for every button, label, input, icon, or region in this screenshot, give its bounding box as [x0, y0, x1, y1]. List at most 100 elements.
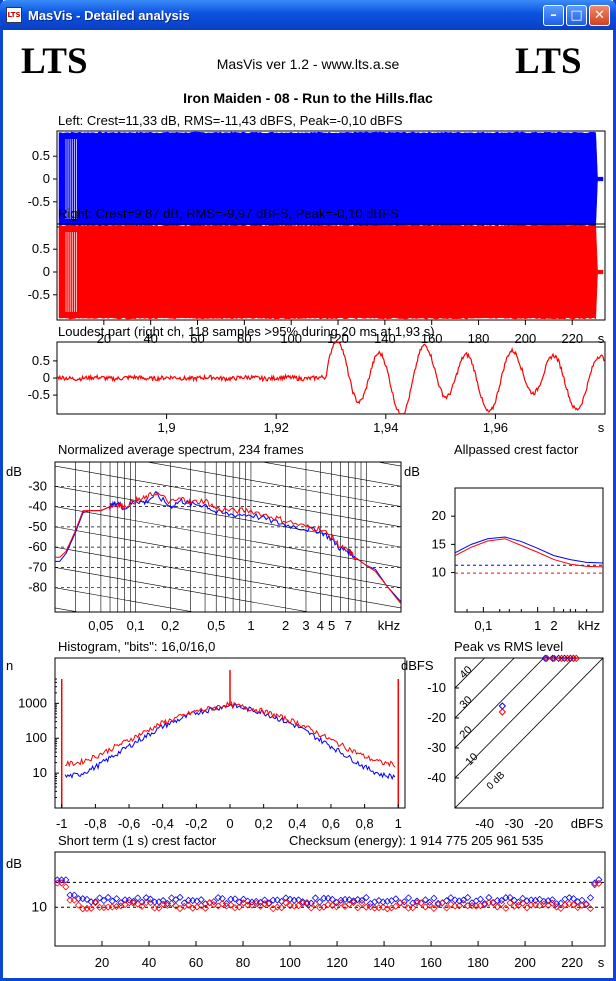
spectrum-ytick-5: -80: [28, 580, 47, 595]
crest-point-0-514: [172, 896, 180, 904]
left-ytick-2: -0.5: [28, 194, 50, 209]
track-title: Iron Maiden - 08 - Run to the Hills.flac: [183, 90, 433, 106]
crest-point-1-802: [239, 899, 248, 907]
crest-point-1-1000: [286, 902, 294, 910]
crest-point-1-730: [223, 902, 231, 910]
crest-point-1-1396: [379, 903, 387, 911]
crest-point-1-1666: [443, 904, 451, 912]
crest-point-1-2170: [561, 901, 569, 909]
spectrum-xtick-4: 1: [247, 618, 254, 633]
crest-point-0-2026: [527, 896, 535, 904]
histogram-xtick-9: 0,8: [356, 816, 374, 831]
crest-point-1-1288: [354, 904, 362, 912]
crest-point-0-208: [100, 896, 108, 905]
crest-point-0-2314: [595, 876, 603, 884]
checksum-text: Checksum (energy): 1 914 775 205 961 535: [289, 833, 543, 848]
crest-point-0-1486: [400, 898, 408, 906]
spectrum-slope-8: [55, 526, 401, 588]
right-xtick-10: 220: [561, 331, 583, 346]
crest-title: Short term (1 s) crest factor: [58, 833, 217, 848]
crest-point-0-1378: [375, 897, 383, 905]
close-button[interactable]: ✕: [589, 5, 610, 26]
title-bar[interactable]: LTS MasVis - Detailed analysis – □ ✕: [0, 0, 616, 30]
spectrum-slope-12: [145, 462, 401, 507]
crest-point-0-226: [104, 893, 112, 902]
allpassed-ytick-0: 20: [432, 508, 446, 523]
crest-point-1-154: [87, 904, 95, 912]
peakrms-point-1-6: [498, 708, 507, 716]
crest-point-1-748: [227, 901, 235, 909]
crest-point-0-2116: [548, 896, 556, 904]
peakrms-diagonals: [455, 658, 603, 808]
peakrms-diag-label-0: 40: [458, 664, 475, 681]
crest-point-0-1828: [481, 900, 489, 908]
peakrms-point-0-3: [560, 654, 569, 663]
histogram-series-0: [64, 702, 396, 781]
loudest-ytick-2: -0.5: [28, 387, 50, 402]
spectrum-sloped-grid: [55, 462, 401, 750]
crest-point-1-1108: [311, 900, 319, 908]
peakrms-ytick-1: -20: [427, 710, 446, 725]
crest-point-0-1666: [443, 897, 451, 905]
crest-point-0-766: [231, 895, 239, 903]
right-xunit: s: [598, 331, 605, 346]
histogram-xtick-8: 0,6: [322, 816, 340, 831]
spectrum-slope-5: [55, 587, 196, 612]
histogram-xtick-3: -0,4: [151, 816, 173, 831]
allpassed-frame: [454, 487, 604, 613]
maximize-button[interactable]: □: [566, 5, 587, 26]
crest-point-0-46: [62, 876, 70, 884]
crest-point-1-2260: [582, 901, 590, 909]
crest-point-0-1846: [485, 894, 493, 902]
histogram-ytick-2: 10: [33, 765, 47, 780]
allpassed-series-0: [454, 536, 604, 564]
crest-point-0-406: [146, 895, 154, 903]
crest-point-1-1036: [294, 902, 303, 910]
peakrms-diag-label-3: 10: [463, 751, 480, 768]
crest-point-1-1810: [476, 902, 484, 910]
spectrum-xtick-2: 0,2: [161, 618, 179, 633]
spectrum-xtick-6: 3: [302, 618, 309, 633]
right-xtick-8: 180: [468, 331, 490, 346]
crest-point-1-1144: [320, 903, 328, 911]
crest-point-1-2314: [595, 879, 603, 887]
crest-point-1-676: [210, 900, 218, 909]
crest-point-1-1936: [506, 899, 514, 907]
peakrms-point-1-1: [550, 654, 558, 663]
allpassed-ytick-1: 15: [432, 536, 446, 551]
crest-xtick-5: 120: [326, 955, 348, 970]
spectrum-xlabel: kHz: [378, 618, 400, 633]
crest-xtick-6: 140: [373, 955, 395, 970]
histogram-xtick-7: 0,4: [288, 816, 306, 831]
peakrms-xlabel: dBFS: [571, 816, 604, 831]
crest-point-1-1162: [324, 901, 332, 909]
crest-point-0-388: [142, 894, 150, 902]
allpassed-ylabel: dB: [404, 464, 420, 479]
crest-point-1-910: [265, 900, 273, 908]
spectrum-ylabel: dB: [6, 464, 22, 479]
minimize-button[interactable]: –: [543, 5, 564, 26]
histogram-ytick-0: 1000: [18, 695, 47, 710]
crest-point-0-2098: [544, 897, 552, 905]
logo-right: LTS: [515, 41, 582, 82]
window-title: MasVis - Detailed analysis: [28, 8, 190, 23]
crest-point-0-1054: [299, 898, 307, 906]
spectrum-slope-0: [55, 689, 401, 750]
crest-point-0-1720: [455, 897, 463, 905]
crest-point-0-1612: [430, 894, 438, 902]
histogram-xtick-2: -0,6: [118, 816, 140, 831]
crest-point-1-100: [74, 901, 83, 909]
allpassed-title: Allpassed crest factor: [454, 442, 579, 457]
crest-point-1-1342: [366, 903, 374, 911]
crest-xtick-10: 220: [561, 955, 583, 970]
crest-point-0-1504: [404, 894, 413, 902]
loudest-title: Loudest part (right ch, 118 samples >95%…: [58, 324, 435, 339]
peakrms-diag-4: [455, 658, 603, 808]
crest-xtick-0: 20: [95, 955, 109, 970]
crest-point-1-874: [256, 902, 264, 910]
crest-point-0-1936: [506, 893, 514, 902]
loudest-waveform: [57, 341, 605, 415]
crest-frame: [54, 851, 606, 947]
histogram-xtick-10: 1: [395, 816, 402, 831]
crest-point-1-946: [273, 903, 281, 911]
